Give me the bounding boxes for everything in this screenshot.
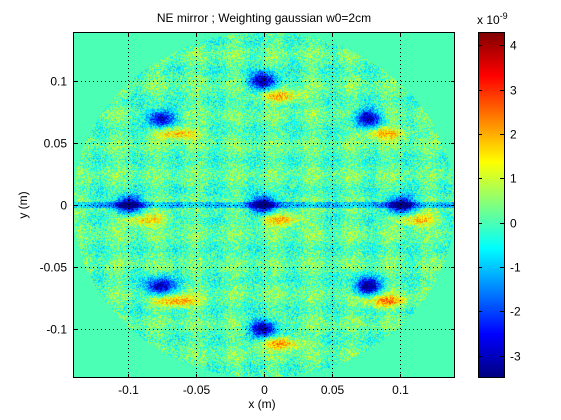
- x-tick-label: 0.1: [392, 383, 409, 397]
- chart-title: NE mirror ; Weighting gaussian w0=2cm: [157, 11, 371, 25]
- y-tick-label: 0.05: [44, 137, 68, 151]
- x-axis-label: x (m): [248, 397, 275, 411]
- colorbar-tick-label: 0: [510, 217, 517, 231]
- x-axis-ticks: -0.1 -0.05 0 0.05 0.1: [118, 32, 409, 397]
- y-axis-ticks: -0.1 -0.05 0 0.05 0.1: [40, 75, 455, 337]
- grid-lines: [73, 32, 455, 378]
- y-tick-label: -0.05: [40, 261, 68, 275]
- colorbar-tick-label: -1: [510, 261, 521, 275]
- colorbar-gradient: [478, 32, 504, 378]
- colorbar-frame: [478, 32, 505, 378]
- y-tick-label: -0.1: [46, 323, 67, 337]
- x-tick-label: 0.05: [321, 383, 345, 397]
- y-tick-label: 0: [60, 199, 67, 213]
- colorbar-tick-label: -3: [510, 350, 521, 364]
- y-tick-label: 0.1: [50, 75, 67, 89]
- x-tick-label: -0.05: [183, 383, 211, 397]
- colorbar-tick-label: 1: [510, 172, 517, 186]
- colorbar-tick-label: 3: [510, 84, 517, 98]
- colorbar-exponent-base: x 10-9: [477, 11, 508, 27]
- colorbar-tick-label: 2: [510, 128, 517, 142]
- x-tick-label: -0.1: [118, 383, 139, 397]
- x-tick-label: 0: [261, 383, 268, 397]
- colorbar-tick-label: 4: [510, 39, 517, 53]
- colorbar-tick-label: -2: [510, 305, 521, 319]
- colorbar-ticks: -3 -2 -1 0 1 2 3 4: [478, 39, 521, 364]
- y-axis-label: y (m): [16, 191, 30, 218]
